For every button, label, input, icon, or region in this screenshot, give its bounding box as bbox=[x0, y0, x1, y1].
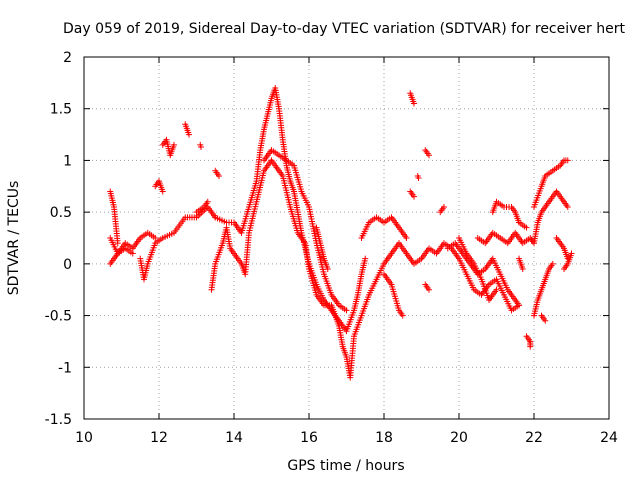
data-point bbox=[343, 307, 350, 314]
data-point bbox=[411, 100, 417, 107]
data-point bbox=[519, 266, 526, 273]
y-tick-label: -1.5 bbox=[45, 412, 72, 428]
x-tick-label: 18 bbox=[375, 430, 393, 446]
data-point bbox=[426, 152, 432, 159]
data-point bbox=[114, 240, 121, 247]
data-point bbox=[411, 193, 417, 200]
data-point bbox=[159, 188, 166, 195]
x-tick-label: 16 bbox=[300, 430, 318, 446]
y-tick-label: 2 bbox=[63, 50, 72, 66]
data-point bbox=[152, 235, 159, 241]
data-point bbox=[362, 255, 369, 262]
y-axis-label: SDTVAR / TECUs bbox=[6, 181, 22, 296]
data-point bbox=[568, 250, 575, 257]
y-tick-label: 0 bbox=[63, 257, 72, 273]
data-point bbox=[549, 260, 556, 267]
data-point bbox=[216, 172, 222, 179]
data-point bbox=[441, 203, 447, 210]
plot-frame bbox=[83, 56, 610, 420]
x-tick-label: 24 bbox=[600, 430, 618, 446]
x-axis-label: GPS time / hours bbox=[287, 458, 404, 474]
x-tick-label: 20 bbox=[450, 430, 468, 446]
data-point bbox=[523, 224, 530, 231]
data-point bbox=[198, 143, 204, 150]
x-tick-label: 12 bbox=[150, 430, 168, 446]
data-point bbox=[426, 286, 432, 293]
axis-ticks: 10 12 14 16 18 20 22 24 2 1.5 1 0.5 0 -0.5 -1 -1.5 bbox=[45, 50, 618, 446]
x-tick-label: 14 bbox=[225, 430, 243, 446]
data-point bbox=[186, 131, 192, 138]
x-tick-label: 22 bbox=[525, 430, 543, 446]
data-point bbox=[527, 343, 534, 350]
data-point bbox=[171, 141, 177, 148]
data-point bbox=[399, 312, 406, 319]
chart-title: Day 059 of 2019, Sidereal Day-to-day VTE… bbox=[63, 21, 625, 37]
x-tick-label: 10 bbox=[75, 430, 93, 446]
data-point bbox=[564, 157, 571, 164]
data-point bbox=[204, 198, 211, 205]
data-point bbox=[493, 286, 500, 293]
y-tick-label: -0.5 bbox=[45, 309, 72, 325]
data-point bbox=[403, 235, 410, 241]
data-point bbox=[415, 175, 422, 182]
y-tick-label: 0.5 bbox=[50, 205, 72, 221]
data-point bbox=[324, 266, 331, 273]
y-tick-label: 1 bbox=[63, 153, 72, 169]
y-tick-label: 1.5 bbox=[50, 102, 72, 118]
data-points bbox=[107, 85, 575, 381]
data-point bbox=[129, 250, 136, 257]
data-point bbox=[516, 302, 522, 309]
y-tick-label: -1 bbox=[58, 360, 72, 376]
data-point bbox=[542, 317, 549, 324]
data-point bbox=[564, 203, 571, 210]
